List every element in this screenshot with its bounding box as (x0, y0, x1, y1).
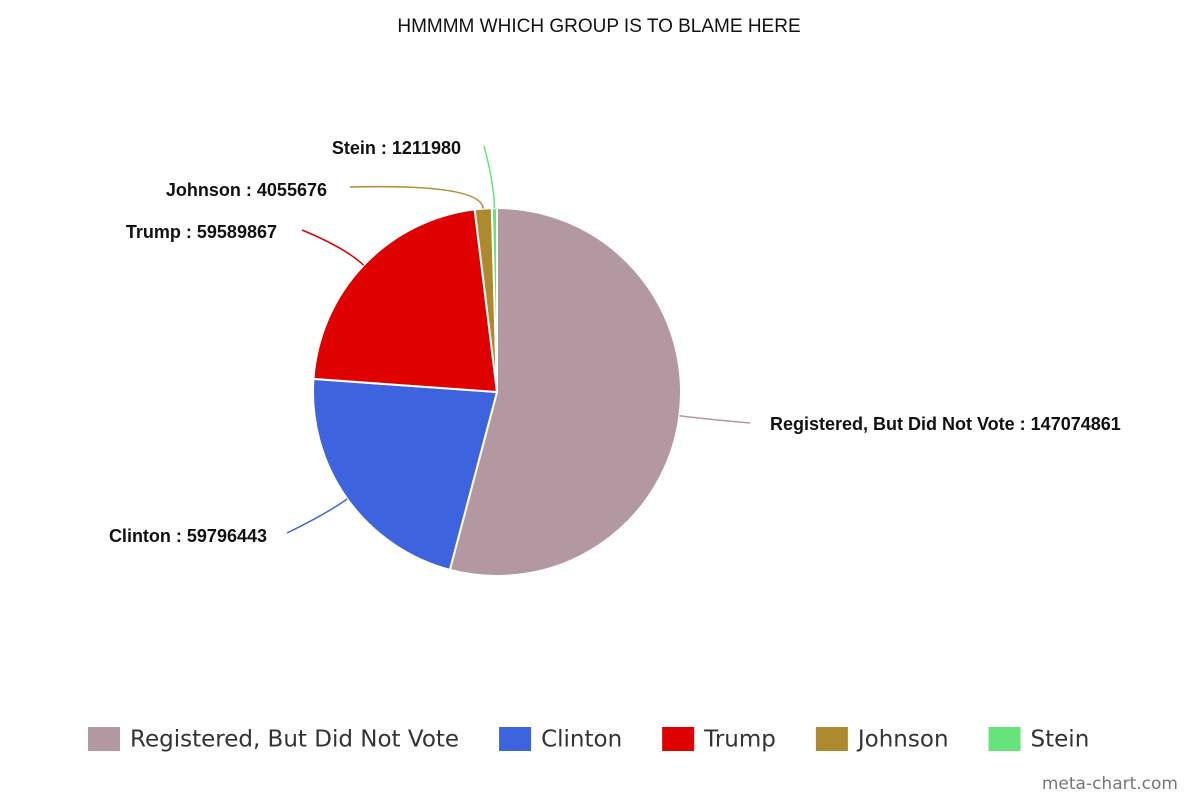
leader-line (349, 185, 484, 209)
legend-swatch (988, 727, 1021, 751)
legend-label: Trump (703, 727, 776, 753)
legend-label: Registered, But Did Not Vote (130, 727, 459, 753)
legend-swatch (499, 727, 532, 751)
leader-line (483, 145, 496, 209)
leader-line (679, 415, 751, 424)
legend-swatch (662, 727, 695, 751)
leader-line (301, 229, 365, 266)
leader-line (286, 498, 348, 534)
data-label: Johnson : 4055676 (166, 180, 327, 200)
chart-title: HMMMM WHICH GROUP IS TO BLAME HERE (397, 16, 800, 37)
pie-slice (448, 206, 682, 577)
data-label: Clinton : 59796443 (109, 526, 267, 546)
legend-swatch (88, 727, 120, 751)
pie-slice (312, 377, 499, 572)
legend-swatch (815, 727, 848, 751)
data-label: Trump : 59589867 (126, 222, 277, 242)
legend-label: Clinton (541, 727, 622, 753)
data-label: Registered, But Did Not Vote : 147074861 (770, 414, 1121, 434)
credit: meta-chart.com (1042, 774, 1178, 794)
data-label: Stein : 1211980 (332, 138, 461, 158)
pie-slice (312, 208, 499, 394)
legend-label: Stein (1031, 727, 1090, 753)
legend-label: Johnson (856, 727, 949, 753)
